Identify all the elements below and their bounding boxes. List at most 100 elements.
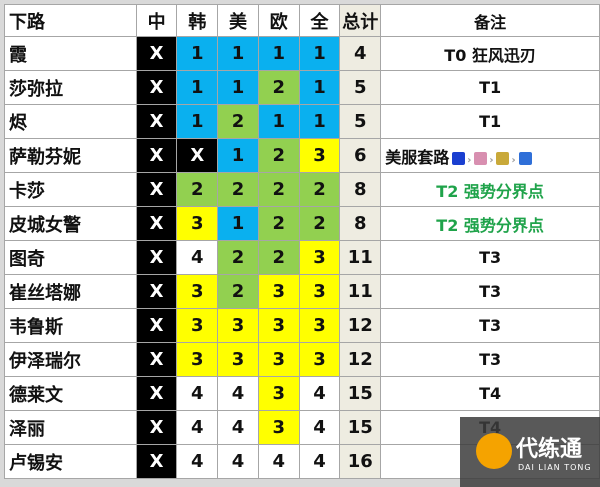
item-icon-blue-gem [452,151,466,165]
rank-cell: 4 [217,410,259,445]
rank-cell: 2 [217,274,259,309]
total-cell: 6 [339,138,382,173]
rank-cell: 3 [257,274,300,309]
note-text: 美服套路 [385,147,450,167]
champion-name: 德莱文 [4,376,137,411]
note-text: T3 [479,248,502,267]
rank-cell: X [135,36,178,71]
rank-cell: 2 [176,172,219,207]
table-row: 霞 X 1 1 1 1 4 T0 狂风迅刃 [4,36,600,71]
rank-cell: X [135,172,178,207]
total-cell: 15 [339,376,382,411]
column-header: 韩 [176,4,219,37]
table-row: 莎弥拉 X 1 1 2 1 5 T1 [4,70,600,105]
column-header: 总计 [339,4,382,37]
total-cell: 11 [339,274,382,309]
rank-cell: 1 [217,206,259,241]
note-text: T3 [479,282,502,301]
arrow-icon: › [511,154,516,166]
rank-cell: 3 [298,138,341,173]
rank-cell: 4 [298,410,341,445]
tier-table: 下路中韩美欧全总计 备注 霞 X 1 1 1 1 4 T0 狂风迅刃 莎弥拉 X 1 1 2 1 5 T1 烬 X 1… [4,4,600,479]
watermark: 代练通 DAI LIAN TONG [460,417,600,487]
column-header: 备注 [380,4,600,37]
total-cell: 8 [339,206,382,241]
column-header: 中 [135,4,178,37]
table-row: 烬 X 1 2 1 1 5 T1 [4,104,600,139]
note-text: T4 [479,384,502,403]
table-row: 卡莎 X 2 2 2 2 8 T2 强势分界点 [4,172,600,207]
note-text: T2 强势分界点 [436,181,544,201]
note-cell: T0 狂风迅刃 [380,36,600,71]
note-cell: 美服套路 › › › [380,138,600,173]
rank-cell: 2 [217,104,259,139]
rank-cell: 1 [217,70,259,105]
table-row: 崔丝塔娜 X 3 2 3 3 11 T3 [4,274,600,309]
column-header: 美 [217,4,259,37]
rank-cell: 3 [176,274,219,309]
total-cell: 12 [339,308,382,343]
arrow-icon: › [467,154,472,166]
note-text: T3 [479,350,502,369]
rank-cell: 3 [257,410,300,445]
rank-cell: X [176,138,219,173]
rank-cell: 2 [217,172,259,207]
rank-cell: 4 [257,444,300,479]
rank-cell: 1 [217,138,259,173]
rank-cell: 1 [257,104,300,139]
rank-cell: 1 [298,36,341,71]
note-cell: T3 [380,274,600,309]
total-cell: 8 [339,172,382,207]
note-cell: T1 [380,104,600,139]
total-cell: 12 [339,342,382,377]
total-cell: 16 [339,444,382,479]
rank-cell: 3 [257,342,300,377]
rank-cell: X [135,410,178,445]
champion-name: 卡莎 [4,172,137,207]
total-cell: 4 [339,36,382,71]
rank-cell: X [135,138,178,173]
total-cell: 11 [339,240,382,275]
arrow-icon: › [489,154,494,166]
rank-cell: 2 [257,138,300,173]
rank-cell: 4 [176,410,219,445]
rank-cell: 1 [257,36,300,71]
rank-cell: X [135,70,178,105]
rank-cell: 2 [298,206,341,241]
rank-cell: 2 [257,70,300,105]
item-icon-gold-item [496,151,510,165]
rank-cell: X [135,206,178,241]
header-row: 下路中韩美欧全总计 备注 [4,4,600,37]
rank-cell: 2 [257,172,300,207]
champion-name: 伊泽瑞尔 [4,342,137,377]
note-cell: T2 强势分界点 [380,172,600,207]
rank-cell: 4 [217,376,259,411]
total-cell: 5 [339,70,382,105]
logo-icon [476,433,512,469]
rank-cell: 3 [298,308,341,343]
rank-cell: 3 [176,206,219,241]
rank-cell: 4 [217,444,259,479]
champion-name: 韦鲁斯 [4,308,137,343]
note-text: T0 狂风迅刃 [444,45,536,65]
column-header: 欧 [257,4,300,37]
rank-cell: 1 [298,70,341,105]
rank-cell: X [135,342,178,377]
rank-cell: 3 [298,240,341,275]
note-text: T3 [479,316,502,335]
rank-cell: 3 [217,308,259,343]
rank-cell: 3 [257,376,300,411]
column-header: 全 [298,4,341,37]
rank-cell: 3 [176,308,219,343]
note-cell: T3 [380,342,600,377]
rank-cell: 2 [257,206,300,241]
rank-cell: 3 [217,342,259,377]
rank-cell: X [135,240,178,275]
rank-cell: 1 [176,36,219,71]
rank-cell: 3 [257,308,300,343]
table-row: 伊泽瑞尔 X 3 3 3 3 12 T3 [4,342,600,377]
note-text: T1 [479,78,502,97]
rank-cell: 4 [176,376,219,411]
rank-cell: X [135,308,178,343]
total-cell: 15 [339,410,382,445]
